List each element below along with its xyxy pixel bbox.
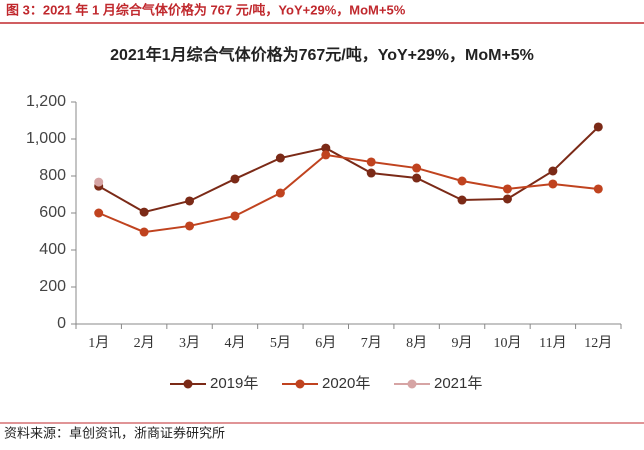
chart-title: 2021年1月综合气体价格为767元/吨，YoY+29%，MoM+5% xyxy=(110,45,534,64)
x-tick-label: 6月 xyxy=(315,335,336,351)
point xyxy=(502,184,512,194)
point xyxy=(321,150,331,160)
line xyxy=(98,126,599,214)
x-tick-label: 2月 xyxy=(134,335,155,351)
legend-marker xyxy=(183,379,193,389)
y-tick-label: 1,000 xyxy=(26,130,66,147)
point xyxy=(412,163,422,173)
point xyxy=(548,179,558,189)
x-tick-label: 8月 xyxy=(406,335,427,351)
x-tick-label: 11月 xyxy=(539,335,566,351)
point xyxy=(94,177,104,187)
point xyxy=(457,195,467,205)
y-tick-label: 200 xyxy=(39,278,66,295)
y-tick-label: 0 xyxy=(57,315,66,332)
point xyxy=(230,211,240,221)
point xyxy=(321,143,331,153)
x-tick-label: 4月 xyxy=(224,335,245,351)
legend-label: 2019年 xyxy=(210,375,258,392)
point xyxy=(366,168,376,178)
point xyxy=(457,176,467,186)
x-tick-label: 10月 xyxy=(493,335,521,351)
x-tick-label: 5月 xyxy=(270,335,291,351)
y-tick-label: 800 xyxy=(39,167,66,184)
point xyxy=(230,174,240,184)
x-tick-label: 9月 xyxy=(452,335,473,351)
point xyxy=(275,188,285,198)
x-tick-label: 12月 xyxy=(584,335,612,351)
point xyxy=(139,227,149,237)
caption: 图 3：2021 年 1 月综合气体价格为 767 元/吨，YoY+29%，Mo… xyxy=(6,2,406,17)
x-tick-label: 3月 xyxy=(179,335,200,351)
point xyxy=(593,122,603,132)
point xyxy=(185,196,195,206)
legend-label: 2020年 xyxy=(322,375,370,392)
point xyxy=(412,173,422,183)
x-tick-label: 7月 xyxy=(361,335,382,351)
point xyxy=(366,157,376,167)
x-tick-label: 1月 xyxy=(88,335,109,351)
legend-marker xyxy=(295,379,305,389)
point xyxy=(593,184,603,194)
y-tick-label: 600 xyxy=(39,204,66,221)
source: 资料来源：卓创资讯，浙商证券研究所 xyxy=(4,425,225,440)
point xyxy=(139,207,149,217)
line xyxy=(98,153,599,234)
point xyxy=(94,208,104,218)
y-tick-label: 1,200 xyxy=(26,93,66,110)
point xyxy=(185,221,195,231)
legend-label: 2021年 xyxy=(434,375,482,392)
legend-marker xyxy=(407,379,417,389)
point xyxy=(548,166,558,176)
y-tick-label: 400 xyxy=(39,241,66,258)
point xyxy=(275,153,285,163)
point xyxy=(502,194,512,204)
